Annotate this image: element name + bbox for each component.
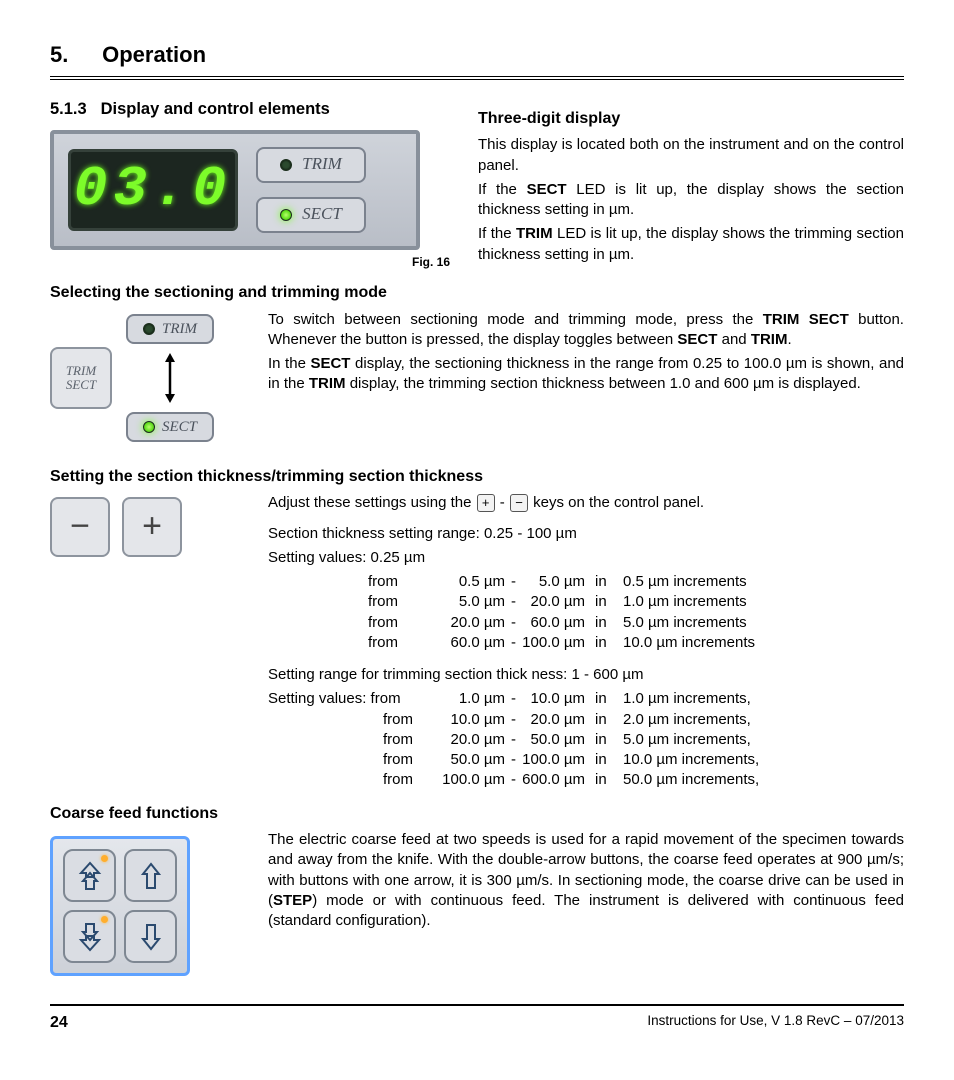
table-row: from50.0 µm-100.0 µmin10.0 µm increments…	[268, 750, 904, 770]
table-row: from20.0 µm-60.0 µmin5.0 µm increments	[368, 613, 904, 633]
table-row: from20.0 µm-50.0 µmin5.0 µm increments,	[268, 730, 904, 750]
trim-range-line: Setting range for trimming section thick…	[268, 665, 904, 685]
trim-led-icon	[280, 159, 292, 171]
fig16-panel: 03.0 TRIM SECT	[50, 130, 420, 250]
trim-indicator: TRIM	[256, 147, 366, 183]
chapter-header: 5. Operation	[50, 40, 904, 80]
plus-minus-figure: − +	[50, 497, 250, 557]
table-row: from5.0 µm-20.0 µmin1.0 µm increments	[368, 592, 904, 612]
select-mode-p1: To switch between sectioning mode and tr…	[268, 310, 904, 351]
row-513: 5.1.3 Display and control elements 03.0 …	[50, 98, 904, 270]
section-select-mode: Selecting the sectioning and trimming mo…	[50, 282, 904, 454]
page-footer: 24 Instructions for Use, V 1.8 RevC – 07…	[50, 1004, 904, 1034]
table-row: from10.0 µm-20.0 µmin2.0 µm increments,	[268, 710, 904, 730]
trim-state: TRIM	[126, 314, 214, 344]
sect-led-icon	[143, 421, 155, 433]
three-digit-p3: If the TRIM LED is lit up, the display s…	[478, 224, 904, 265]
chapter-title: Operation	[102, 42, 206, 67]
coarse-slow-down-button[interactable]	[124, 910, 177, 963]
table-row: from60.0 µm-100.0 µmin10.0 µm increments	[368, 633, 904, 653]
set-thick-intro: Adjust these settings using the + - − ke…	[268, 493, 904, 513]
table-row: from0.5 µm-5.0 µmin0.5 µm increments	[368, 572, 904, 592]
chapter-number: 5.	[50, 40, 96, 70]
select-mode-p2: In the SECT display, the sectioning thic…	[268, 354, 904, 395]
trim-led-icon	[143, 323, 155, 335]
seven-segment-display: 03.0	[68, 149, 238, 231]
double-arrow-icon	[162, 354, 178, 402]
sect-values-line: Setting values: 0.25 µm	[268, 548, 904, 568]
coarse-fast-down-button[interactable]	[63, 910, 116, 963]
fig16-caption: Fig. 16	[50, 254, 450, 270]
heading-three-digit: Three-digit display	[478, 108, 904, 130]
status-dot-icon	[101, 855, 108, 862]
coarse-feed-paragraph: The electric coarse feed at two speeds i…	[268, 830, 904, 931]
plus-key-icon: +	[477, 494, 495, 512]
heading-513: 5.1.3 Display and control elements	[50, 98, 450, 120]
trim-sect-button[interactable]: TRIM SECT	[50, 347, 112, 409]
three-digit-p2: If the SECT LED is lit up, the display s…	[478, 180, 904, 221]
trim-range-table: Setting values: from1.0 µm-10.0 µmin1.0 …	[268, 689, 904, 790]
sect-range-line: Section thickness setting range: 0.25 - …	[268, 524, 904, 544]
plus-button[interactable]: +	[122, 497, 182, 557]
minus-button[interactable]: −	[50, 497, 110, 557]
trim-sect-toggle-figure: TRIM SECT TRIM	[50, 314, 230, 442]
trim-label: TRIM	[302, 153, 342, 176]
sect-indicator: SECT	[256, 197, 366, 233]
three-digit-p1: This display is located both on the inst…	[478, 135, 904, 176]
section-coarse-feed: Coarse feed functions	[50, 803, 904, 983]
section-set-thickness: Setting the section thickness/trimming s…	[50, 466, 904, 791]
minus-key-icon: −	[510, 494, 528, 512]
sec513-num: 5.1.3	[50, 98, 96, 120]
sect-range-table: from0.5 µm-5.0 µmin0.5 µm incrementsfrom…	[368, 572, 904, 653]
heading-coarse-feed: Coarse feed functions	[50, 803, 904, 825]
sect-label: SECT	[302, 203, 342, 226]
heading-select-mode: Selecting the sectioning and trimming mo…	[50, 282, 904, 304]
status-dot-icon	[101, 916, 108, 923]
sect-state: SECT	[126, 412, 214, 442]
coarse-feed-keypad	[50, 836, 190, 976]
table-row: Setting values: from1.0 µm-10.0 µmin1.0 …	[268, 689, 904, 709]
doc-version: Instructions for Use, V 1.8 RevC – 07/20…	[647, 1012, 904, 1034]
coarse-slow-up-button[interactable]	[124, 849, 177, 902]
page-number: 24	[50, 1012, 68, 1034]
sect-led-icon	[280, 209, 292, 221]
sec513-title: Display and control elements	[101, 100, 330, 118]
heading-set-thickness: Setting the section thickness/trimming s…	[50, 466, 904, 488]
coarse-fast-up-button[interactable]	[63, 849, 116, 902]
table-row: from100.0 µm-600.0 µmin50.0 µm increment…	[268, 770, 904, 790]
